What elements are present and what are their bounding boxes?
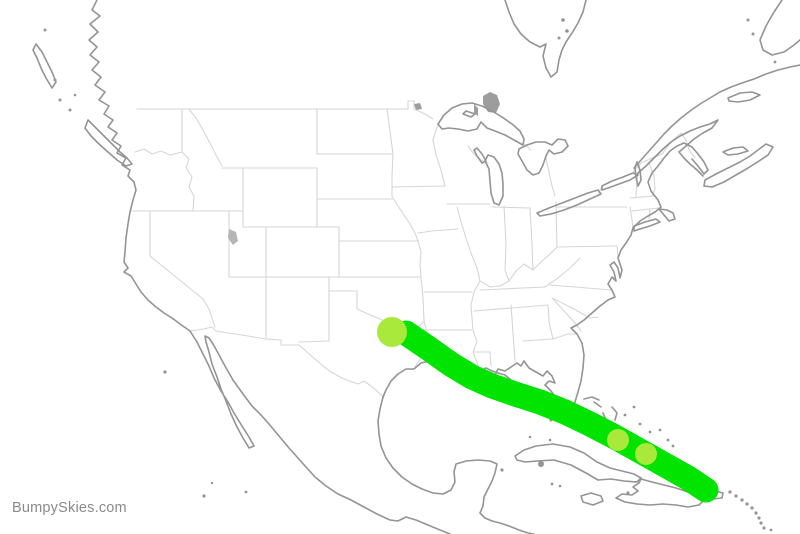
flight-route-layer [377,317,719,503]
gulf-atlantic-coastline [382,142,709,418]
hudson-bay-coastline [504,0,587,78]
pacific-coastline [88,0,451,534]
route-marker [635,443,657,465]
lake-erie [536,189,602,217]
route-marker [377,317,407,347]
lake-huron [517,138,569,176]
lake-ontario [601,172,639,191]
yucatan-coastline [377,396,535,534]
route-marker [607,429,629,451]
state-borders-layer [129,100,696,398]
hispaniola [615,478,705,508]
coastline-layer [32,0,800,534]
watermark-text: BumpySkies.com [12,500,127,516]
cuba [514,443,642,483]
lake-superior [437,102,525,146]
flight-route-path [393,320,719,503]
jamaica [580,492,604,506]
route-markers [377,317,657,465]
